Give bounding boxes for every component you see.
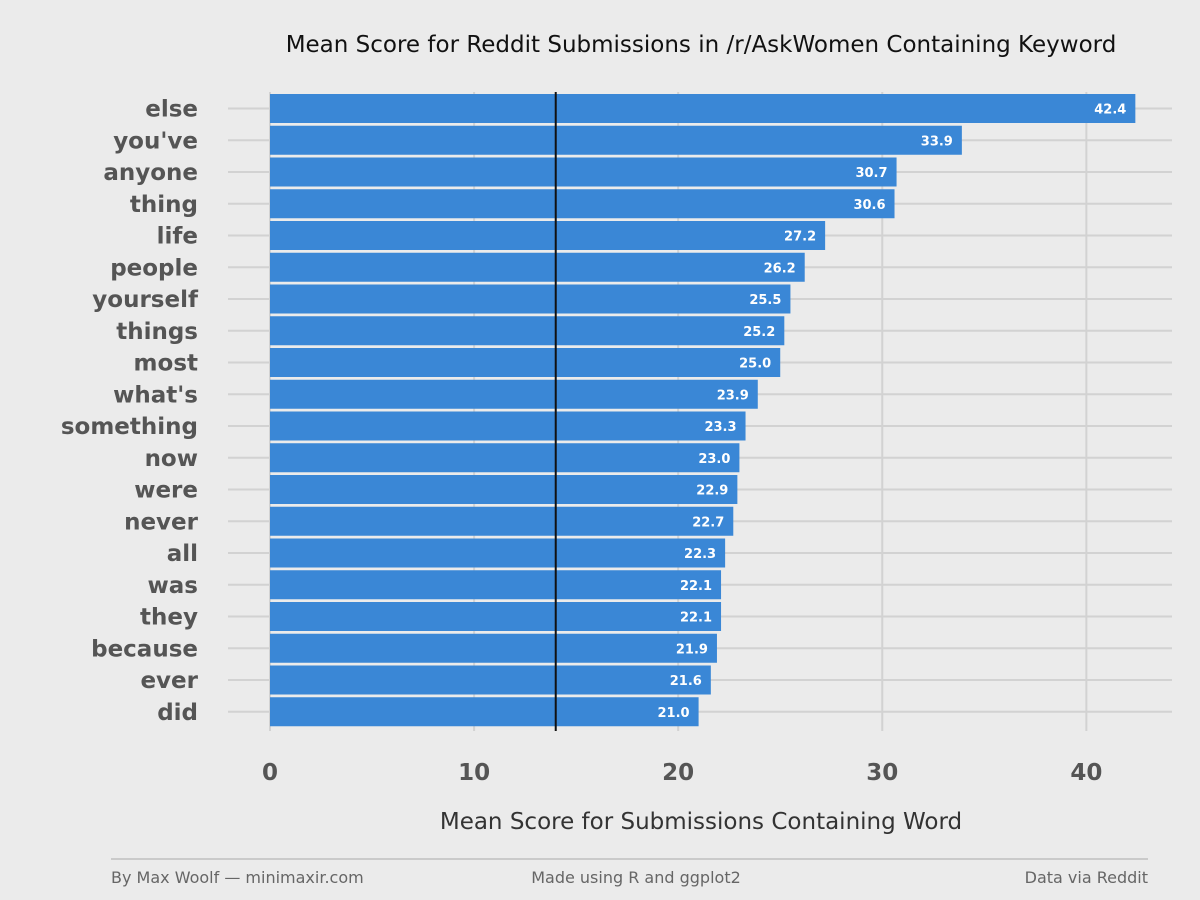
bar <box>270 665 711 695</box>
bar-value-label: 22.3 <box>684 547 716 562</box>
y-tick-label: anyone <box>103 160 198 186</box>
y-tick-label: what's <box>113 382 198 408</box>
bar-value-label: 21.6 <box>670 674 702 689</box>
bar-value-label: 26.2 <box>764 261 796 276</box>
bar <box>270 443 740 473</box>
bar-value-label: 25.5 <box>749 293 781 308</box>
bar-value-label: 30.6 <box>853 198 885 213</box>
y-tick-label: were <box>134 478 198 504</box>
y-tick-label: all <box>167 541 198 567</box>
bar <box>270 284 791 314</box>
x-tick-label: 10 <box>458 760 490 786</box>
bar-value-label: 25.2 <box>743 325 775 340</box>
bar-value-label: 22.1 <box>680 611 712 626</box>
bar <box>270 221 826 250</box>
x-tick-label: 20 <box>662 760 694 786</box>
bar <box>270 633 717 663</box>
y-axis-labels: else you've anyone thing life people yourself t… <box>61 97 199 726</box>
y-tick-label: now <box>145 446 198 472</box>
bar <box>270 475 738 504</box>
bar-value-label: 23.0 <box>698 452 730 467</box>
y-tick-label: something <box>61 414 198 440</box>
bar <box>270 570 722 600</box>
y-tick-label: thing <box>130 192 198 218</box>
x-axis-label: Mean Score for Submissions Containing Wo… <box>440 809 962 835</box>
footer-author: By Max Woolf — minimaxir.com <box>111 868 364 887</box>
bar-value-label: 22.7 <box>692 515 724 530</box>
bar-value-label: 42.4 <box>1094 103 1126 118</box>
x-axis-ticks: 0 10 20 30 40 <box>262 760 1102 786</box>
y-tick-label: did <box>157 700 198 726</box>
footer-source: Data via Reddit <box>1025 868 1148 887</box>
bar <box>270 538 726 568</box>
bar-labels: 42.4 33.9 30.7 30.6 27.2 26.2 25.5 25.2 25.0 23.9… <box>658 103 1127 721</box>
bar <box>270 94 1136 123</box>
bar <box>270 316 785 346</box>
y-tick-label: because <box>91 636 198 662</box>
y-tick-label: else <box>145 97 198 123</box>
bar <box>270 602 722 631</box>
y-tick-label: yourself <box>92 287 199 313</box>
bar-value-label: 27.2 <box>784 230 816 245</box>
bar <box>270 697 699 727</box>
bar <box>270 506 734 536</box>
y-tick-label: was <box>148 573 198 599</box>
bar-value-label: 25.0 <box>739 357 771 372</box>
bar <box>270 348 781 377</box>
x-tick-label: 30 <box>866 760 898 786</box>
bar <box>270 157 897 187</box>
x-tick-label: 0 <box>262 760 278 786</box>
y-tick-label: life <box>157 224 198 250</box>
y-tick-label: they <box>140 605 198 631</box>
footer-tools: Made using R and ggplot2 <box>531 868 741 887</box>
bar-value-label: 22.1 <box>680 579 712 594</box>
y-tick-label: things <box>116 319 198 345</box>
x-tick-label: 40 <box>1070 760 1102 786</box>
bar-value-label: 21.9 <box>676 642 708 657</box>
bar-value-label: 23.3 <box>704 420 736 435</box>
bar-value-label: 30.7 <box>855 166 887 181</box>
bars <box>270 94 1136 727</box>
bar-value-label: 22.9 <box>696 484 728 499</box>
bar-value-label: 21.0 <box>658 706 690 721</box>
bar <box>270 252 805 282</box>
bar <box>270 379 758 409</box>
y-tick-label: never <box>124 509 199 535</box>
y-tick-label: ever <box>140 668 198 694</box>
y-tick-label: people <box>110 255 198 281</box>
bar-value-label: 23.9 <box>717 388 749 403</box>
bar-value-label: 33.9 <box>921 134 953 149</box>
chart-title: Mean Score for Reddit Submissions in /r/… <box>286 32 1117 58</box>
bar <box>270 189 895 219</box>
bar <box>270 125 962 155</box>
bar <box>270 411 746 441</box>
y-tick-label: most <box>134 351 198 377</box>
y-tick-label: you've <box>113 128 198 154</box>
